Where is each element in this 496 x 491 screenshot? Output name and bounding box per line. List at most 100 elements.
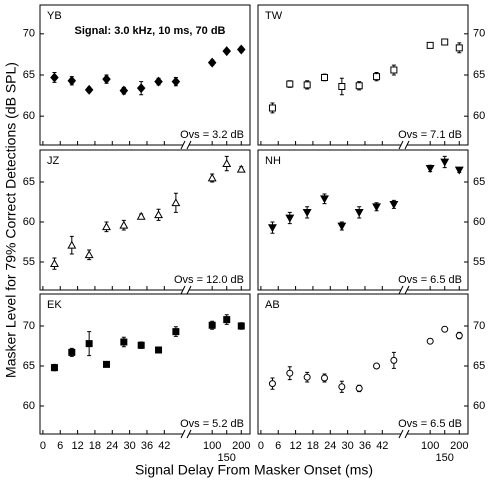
data-point xyxy=(50,72,59,83)
data-point xyxy=(207,57,217,68)
data-point xyxy=(373,73,381,81)
overshoot-label: Ovs = 3.2 dB xyxy=(180,129,244,141)
data-point xyxy=(237,322,245,330)
data-point xyxy=(441,325,449,333)
x-tick-label: 200 xyxy=(450,440,468,452)
panel-frame xyxy=(257,149,469,291)
x-tick-label: 36 xyxy=(141,440,153,452)
data-point xyxy=(354,209,364,218)
data-point xyxy=(154,76,163,87)
data-point xyxy=(68,348,76,356)
data-point xyxy=(268,380,276,388)
panel-frame xyxy=(39,293,251,435)
data-point xyxy=(85,340,93,348)
data-point xyxy=(67,75,77,86)
data-point xyxy=(389,201,399,210)
panel-label: EK xyxy=(47,299,62,311)
data-point xyxy=(67,240,77,249)
data-point xyxy=(338,83,346,91)
data-point xyxy=(102,360,110,368)
panel-frame xyxy=(257,4,469,146)
data-point xyxy=(222,158,232,167)
overshoot-label: Ovs = 7.1 dB xyxy=(398,129,462,141)
axis-break-gap xyxy=(183,432,189,436)
data-point xyxy=(119,85,129,96)
panel-label: TW xyxy=(265,10,283,22)
data-point xyxy=(237,44,246,55)
data-point xyxy=(268,104,276,112)
axis-break xyxy=(180,429,192,439)
y-tick-label: 65 xyxy=(23,176,35,188)
axis-break xyxy=(180,140,192,150)
overshoot-label: Ovs = 6.5 dB xyxy=(398,418,462,430)
x-tick-label: 12 xyxy=(71,440,83,452)
x-tick-label: 18 xyxy=(89,440,101,452)
data-point xyxy=(302,209,312,218)
x-tick-label: 36 xyxy=(359,440,371,452)
y-tick-label: 70 xyxy=(23,320,35,332)
data-point xyxy=(137,341,145,349)
data-point xyxy=(102,74,111,85)
data-point xyxy=(441,38,449,46)
x-tick-label: 0 xyxy=(258,440,264,452)
axis-break-gap xyxy=(183,288,189,292)
data-point xyxy=(155,346,163,354)
data-point xyxy=(84,250,94,259)
axis-break xyxy=(180,285,192,295)
data-point xyxy=(207,173,217,182)
data-point xyxy=(303,373,311,381)
data-point xyxy=(136,211,146,220)
data-point xyxy=(268,224,277,233)
data-point xyxy=(338,383,346,391)
data-point xyxy=(120,338,128,346)
x-tick-label: 24 xyxy=(106,440,118,452)
panel-frame xyxy=(257,293,469,435)
panel-frame xyxy=(39,149,251,291)
data-point xyxy=(372,203,381,212)
data-point xyxy=(454,166,464,175)
y-tick-label: 65 xyxy=(473,360,485,372)
axis-break xyxy=(398,140,410,150)
y-tick-label: 60 xyxy=(473,110,485,122)
data-point xyxy=(390,356,398,364)
data-point xyxy=(236,164,246,173)
y-tick-label: 65 xyxy=(23,69,35,81)
data-point xyxy=(355,384,363,392)
x-tick-label: 150 xyxy=(436,452,454,464)
overshoot-label: Ovs = 12.0 dB xyxy=(174,274,244,286)
x-tick-label: 100 xyxy=(421,440,439,452)
y-tick-label: 60 xyxy=(473,216,485,228)
axis-break xyxy=(398,429,410,439)
x-axis-title: Signal Delay From Masker Onset (ms) xyxy=(135,462,373,478)
y-tick-label: 70 xyxy=(23,28,35,40)
data-point xyxy=(426,41,434,49)
data-point xyxy=(320,374,328,382)
data-point xyxy=(337,222,347,231)
data-point xyxy=(320,195,329,204)
y-tick-label: 60 xyxy=(23,216,35,228)
y-tick-label: 60 xyxy=(23,400,35,412)
x-tick-label: 200 xyxy=(232,440,250,452)
data-point xyxy=(285,214,295,223)
panel-label: YB xyxy=(47,10,62,22)
x-tick-label: 12 xyxy=(289,440,301,452)
panel-label: AB xyxy=(265,299,280,311)
data-point xyxy=(440,158,450,167)
data-point xyxy=(455,332,463,340)
x-tick-label: 30 xyxy=(123,440,135,452)
data-point xyxy=(84,84,94,95)
axis-break-gap xyxy=(183,143,189,147)
axis-break-gap xyxy=(401,288,407,292)
data-point xyxy=(390,66,398,74)
data-point xyxy=(172,328,180,336)
data-point xyxy=(303,81,311,89)
y-tick-label: 65 xyxy=(23,360,35,372)
axis-break-gap xyxy=(401,432,407,436)
y-tick-label: 60 xyxy=(473,400,485,412)
x-tick-label: 30 xyxy=(341,440,353,452)
data-point xyxy=(286,80,294,88)
data-point xyxy=(320,73,328,81)
y-tick-label: 55 xyxy=(23,256,35,268)
data-point xyxy=(171,198,181,207)
